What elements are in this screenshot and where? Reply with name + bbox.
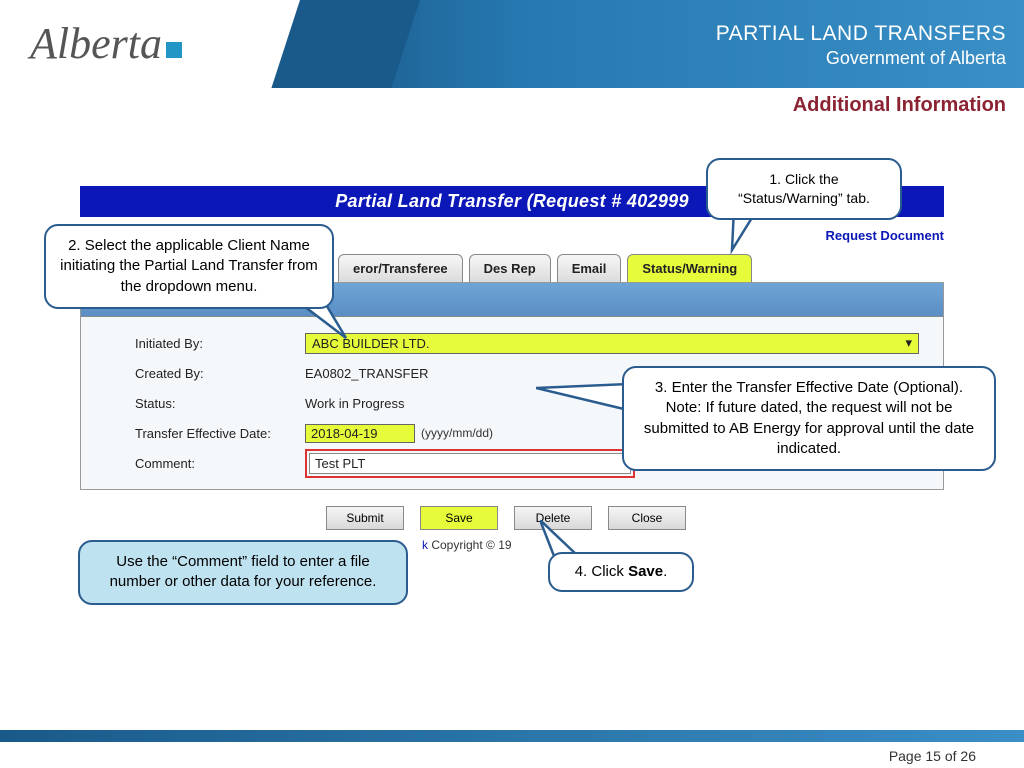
- row-initiated: Initiated By: ABC BUILDER LTD.: [135, 333, 919, 353]
- submit-button[interactable]: Submit: [326, 506, 404, 530]
- tab-transferor-transferee[interactable]: eror/Transferee: [338, 254, 463, 282]
- callout-3-text: 3. Enter the Transfer Effective Date (Op…: [644, 379, 974, 457]
- label-initiated: Initiated By:: [135, 336, 305, 351]
- callout-2: 2. Select the applicable Client Name ini…: [44, 224, 334, 309]
- callout-4-text-a: 4. Click: [575, 563, 628, 580]
- callout-5: Use the “Comment” field to enter a file …: [78, 540, 408, 605]
- tab-status-warning[interactable]: Status/Warning: [627, 254, 752, 282]
- tab-des-rep[interactable]: Des Rep: [469, 254, 551, 282]
- dropdown-initiated-by[interactable]: ABC BUILDER LTD.: [305, 333, 919, 354]
- logo-square-icon: [166, 42, 182, 58]
- input-transfer-date[interactable]: 2018-04-19: [305, 424, 415, 443]
- header-shape: [271, 0, 420, 88]
- value-status: Work in Progress: [305, 396, 404, 411]
- copyright-row: k Copyright © 19: [422, 538, 512, 552]
- callout-2-text: 2. Select the applicable Client Name ini…: [60, 237, 318, 295]
- input-comment[interactable]: Test PLT: [309, 453, 631, 474]
- header-banner: PARTIAL LAND TRANSFERS Government of Alb…: [300, 0, 1024, 88]
- save-button[interactable]: Save: [420, 506, 498, 530]
- callout-4-text-c: .: [663, 563, 667, 580]
- value-created: EA0802_TRANSFER: [305, 366, 429, 381]
- page-number: Page 15 of 26: [889, 748, 976, 764]
- tab-bar: eror/Transferee Des Rep Email Status/War…: [338, 254, 752, 282]
- label-created: Created By:: [135, 366, 305, 381]
- copyright-text: Copyright © 19: [428, 538, 512, 552]
- callout-4-text-b: Save: [628, 563, 663, 580]
- callout-1: 1. Click the “Status/Warning” tab.: [706, 158, 902, 220]
- tab-email[interactable]: Email: [557, 254, 622, 282]
- section-title: Additional Information: [793, 94, 1006, 117]
- date-hint: (yyyy/mm/dd): [421, 426, 493, 440]
- request-document-link[interactable]: Request Document: [826, 228, 944, 243]
- close-button[interactable]: Close: [608, 506, 686, 530]
- header-text: PARTIAL LAND TRANSFERS Government of Alb…: [716, 22, 1006, 69]
- callout-3: 3. Enter the Transfer Effective Date (Op…: [622, 366, 996, 471]
- label-status: Status:: [135, 396, 305, 411]
- label-comment: Comment:: [135, 456, 305, 471]
- header: Alberta PARTIAL LAND TRANSFERS Governmen…: [0, 0, 1024, 88]
- callout-3-tail-icon: [536, 380, 636, 424]
- callout-1-text: 1. Click the “Status/Warning” tab.: [738, 171, 870, 206]
- label-date: Transfer Effective Date:: [135, 426, 305, 441]
- comment-highlight: Test PLT: [305, 449, 635, 478]
- logo-text: Alberta: [30, 19, 162, 68]
- callout-5-text: Use the “Comment” field to enter a file …: [110, 553, 377, 590]
- button-row: Submit Save Delete Close: [326, 506, 686, 530]
- alberta-logo: Alberta: [30, 18, 182, 69]
- callout-4: 4. Click Save.: [548, 552, 694, 592]
- footer-bar: [0, 730, 1024, 742]
- header-title: PARTIAL LAND TRANSFERS: [716, 22, 1006, 46]
- header-subtitle: Government of Alberta: [716, 48, 1006, 69]
